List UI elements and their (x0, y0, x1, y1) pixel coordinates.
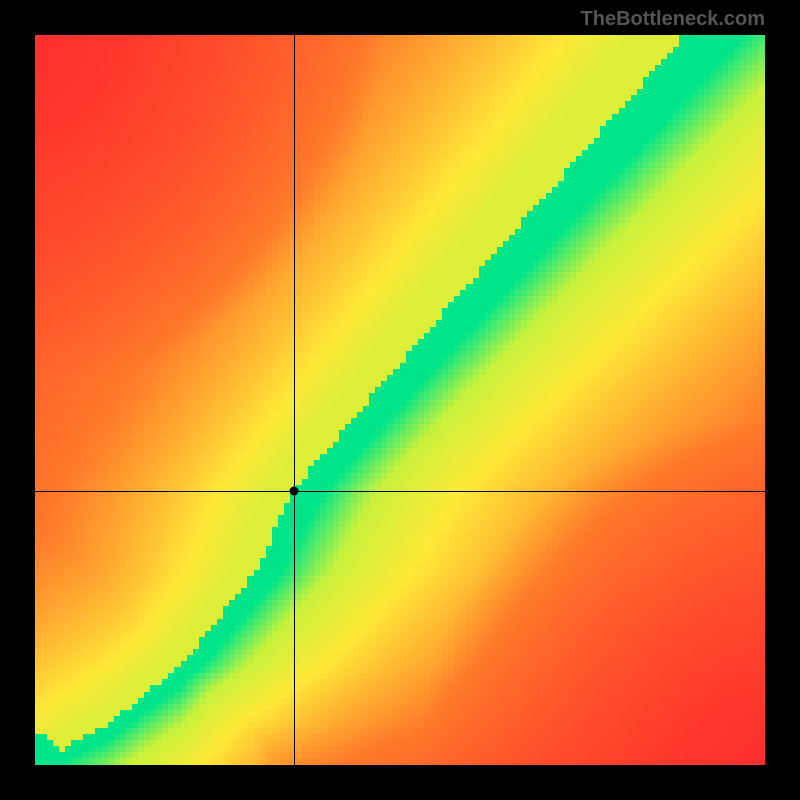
crosshair-marker (290, 487, 299, 496)
crosshair-vertical (294, 35, 295, 765)
crosshair-horizontal (35, 491, 765, 492)
chart-container: TheBottleneck.com (0, 0, 800, 800)
heatmap-canvas (35, 35, 765, 765)
watermark-text: TheBottleneck.com (581, 8, 765, 31)
heatmap-plot (35, 35, 765, 765)
